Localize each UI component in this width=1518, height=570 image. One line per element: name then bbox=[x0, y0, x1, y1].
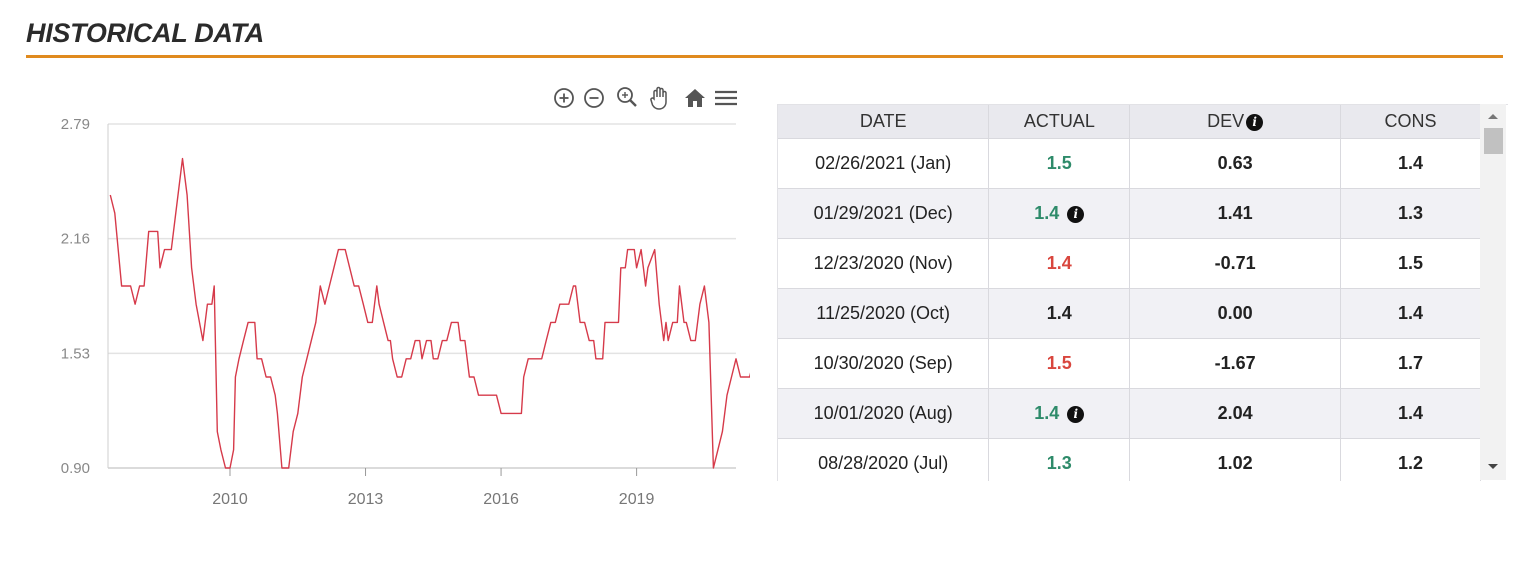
series-line[interactable] bbox=[109, 157, 750, 469]
cell-dev: -0.71 bbox=[1129, 238, 1342, 289]
table-row[interactable]: 11/25/2020 (Oct) 1.4 0.00 1.4 bbox=[778, 288, 1481, 339]
pan-hand-icon[interactable] bbox=[646, 84, 674, 112]
section-title: HISTORICAL DATA bbox=[26, 18, 264, 48]
table-row[interactable]: 10/01/2020 (Aug) 1.4 i 2.04 1.4 bbox=[778, 388, 1481, 439]
cell-dev: 1.02 bbox=[1129, 438, 1342, 481]
line-chart[interactable]: 2.79 2.16 1.53 0.90 2010 2013 2016 2019 bbox=[20, 78, 750, 518]
y-tick-label: 0.90 bbox=[61, 460, 90, 477]
cell-date: 10/01/2020 (Aug) bbox=[778, 388, 990, 439]
x-tick-label: 2013 bbox=[348, 491, 384, 508]
col-header-date[interactable]: DATE bbox=[778, 105, 990, 139]
cell-actual: 1.4 bbox=[988, 288, 1131, 339]
cell-cons: 1.7 bbox=[1340, 338, 1481, 389]
cell-actual: 1.3 bbox=[988, 438, 1131, 481]
home-icon[interactable] bbox=[681, 84, 709, 112]
title-divider bbox=[26, 55, 1503, 58]
y-tick-label: 2.16 bbox=[61, 231, 90, 248]
scroll-up-arrow-icon[interactable] bbox=[1480, 106, 1506, 126]
y-tick-label: 1.53 bbox=[61, 345, 90, 362]
cell-dev: -1.67 bbox=[1129, 338, 1342, 389]
actual-value: 1.5 bbox=[1046, 153, 1072, 173]
scroll-down-arrow-icon[interactable] bbox=[1480, 456, 1506, 476]
cell-cons: 1.3 bbox=[1340, 188, 1481, 239]
table-row[interactable]: 01/29/2021 (Dec) 1.4 i 1.41 1.3 bbox=[778, 188, 1481, 239]
cell-date: 12/23/2020 (Nov) bbox=[778, 238, 990, 289]
cell-date: 02/26/2021 (Jan) bbox=[778, 138, 990, 189]
x-tick-label: 2016 bbox=[483, 491, 519, 508]
scrollbar-thumb[interactable] bbox=[1484, 128, 1503, 154]
actual-value: 1.3 bbox=[1046, 453, 1072, 473]
cell-actual: 1.5 bbox=[988, 338, 1131, 389]
col-header-dev-label: DEV bbox=[1207, 111, 1245, 131]
col-header-cons[interactable]: CONS bbox=[1340, 105, 1481, 139]
cell-dev: 0.63 bbox=[1129, 138, 1342, 189]
menu-icon[interactable] bbox=[712, 84, 740, 112]
cell-cons: 1.4 bbox=[1340, 388, 1481, 439]
table-row[interactable]: 12/23/2020 (Nov) 1.4 -0.71 1.5 bbox=[778, 238, 1481, 289]
info-icon[interactable]: i bbox=[1067, 205, 1085, 223]
zoom-out-icon[interactable] bbox=[580, 84, 608, 112]
col-header-actual[interactable]: ACTUAL bbox=[988, 105, 1131, 139]
cell-cons: 1.4 bbox=[1340, 288, 1481, 339]
chart-panel: 2.79 2.16 1.53 0.90 2010 2013 2016 2019 bbox=[20, 78, 750, 518]
cell-cons: 1.5 bbox=[1340, 238, 1481, 289]
x-tick-label: 2010 bbox=[212, 491, 248, 508]
cell-cons: 1.4 bbox=[1340, 138, 1481, 189]
info-icon[interactable]: i bbox=[1067, 405, 1085, 423]
table-row[interactable]: 02/26/2021 (Jan) 1.5 0.63 1.4 bbox=[778, 138, 1481, 189]
cell-date: 10/30/2020 (Sep) bbox=[778, 338, 990, 389]
y-tick-label: 2.79 bbox=[61, 116, 90, 133]
actual-value: 1.5 bbox=[1046, 353, 1072, 373]
zoom-in-icon[interactable] bbox=[550, 84, 578, 112]
cell-dev: 1.41 bbox=[1129, 188, 1342, 239]
x-tick-label: 2019 bbox=[619, 491, 655, 508]
cell-actual: 1.5 bbox=[988, 138, 1131, 189]
table-header-row: DATE ACTUAL DEV i CONS bbox=[778, 105, 1481, 139]
actual-value: 1.4 bbox=[1046, 253, 1072, 273]
cell-actual: 1.4 i bbox=[988, 188, 1131, 239]
cell-date: 11/25/2020 (Oct) bbox=[778, 288, 990, 339]
cell-actual: 1.4 i bbox=[988, 388, 1131, 439]
actual-value: 1.4 bbox=[1034, 403, 1060, 423]
cell-actual: 1.4 bbox=[988, 238, 1131, 289]
chart-toolbar bbox=[550, 84, 765, 114]
cell-dev: 2.04 bbox=[1129, 388, 1342, 439]
cell-date: 08/28/2020 (Jul) bbox=[778, 438, 990, 481]
actual-value: 1.4 bbox=[1046, 303, 1072, 323]
table-row[interactable]: 08/28/2020 (Jul) 1.3 1.02 1.2 bbox=[778, 438, 1481, 481]
col-header-dev[interactable]: DEV i bbox=[1129, 105, 1342, 139]
history-table: DATE ACTUAL DEV i CONS 02/26/2021 (Jan) 1.… bbox=[778, 105, 1481, 481]
table-row[interactable]: 10/30/2020 (Sep) 1.5 -1.67 1.7 bbox=[778, 338, 1481, 389]
cell-date: 01/29/2021 (Dec) bbox=[778, 188, 990, 239]
magnify-icon[interactable] bbox=[613, 84, 641, 112]
info-icon[interactable]: i bbox=[1246, 113, 1264, 131]
cell-dev: 0.00 bbox=[1129, 288, 1342, 339]
table-scrollbar[interactable] bbox=[1480, 104, 1506, 480]
actual-value: 1.4 bbox=[1034, 203, 1060, 223]
cell-cons: 1.2 bbox=[1340, 438, 1481, 481]
history-table-panel: DATE ACTUAL DEV i CONS 02/26/2021 (Jan) 1.… bbox=[777, 104, 1508, 481]
